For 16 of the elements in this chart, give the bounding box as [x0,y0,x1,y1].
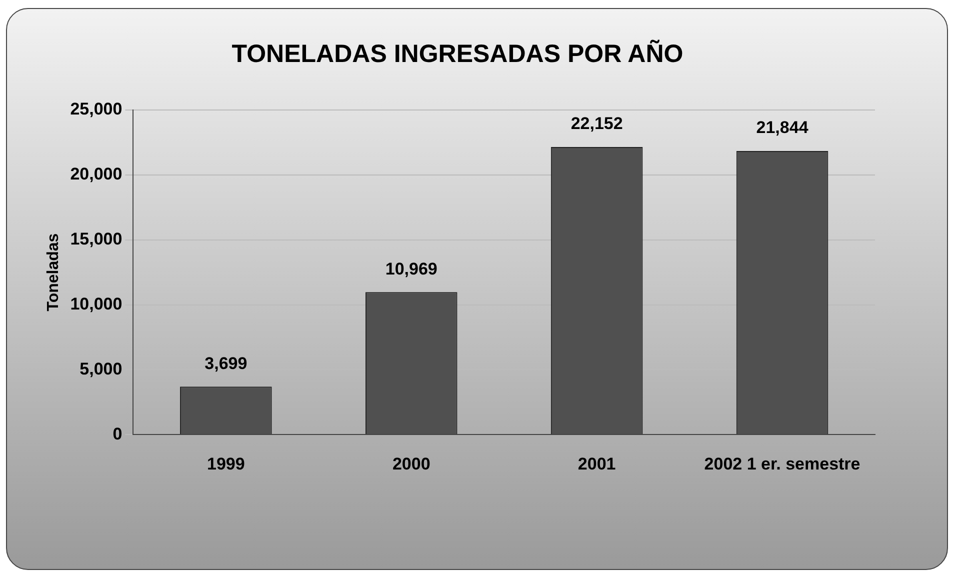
y-tick-label: 0 [112,424,122,444]
y-tick-label: 20,000 [70,164,122,184]
chart-title: TONELADAS INGRESADAS POR AÑO [232,38,684,68]
x-tick-label: 2000 [392,454,430,474]
y-tick-label: 25,000 [70,100,122,119]
y-tick-label: 15,000 [70,230,122,249]
y-tick-label: 10,000 [70,294,122,314]
y-axis-title: Toneladas [45,233,62,312]
data-label: 10,969 [385,259,438,278]
x-tick-label: 2002 1 er. semestre [704,454,860,474]
data-label: 22,152 [570,114,623,134]
data-label: 3,699 [204,354,248,373]
y-tick-label: 5,000 [80,359,122,378]
data-label: 21,844 [756,118,809,138]
x-tick-label: 1999 [207,454,245,474]
x-tick-label: 2001 [578,454,616,474]
